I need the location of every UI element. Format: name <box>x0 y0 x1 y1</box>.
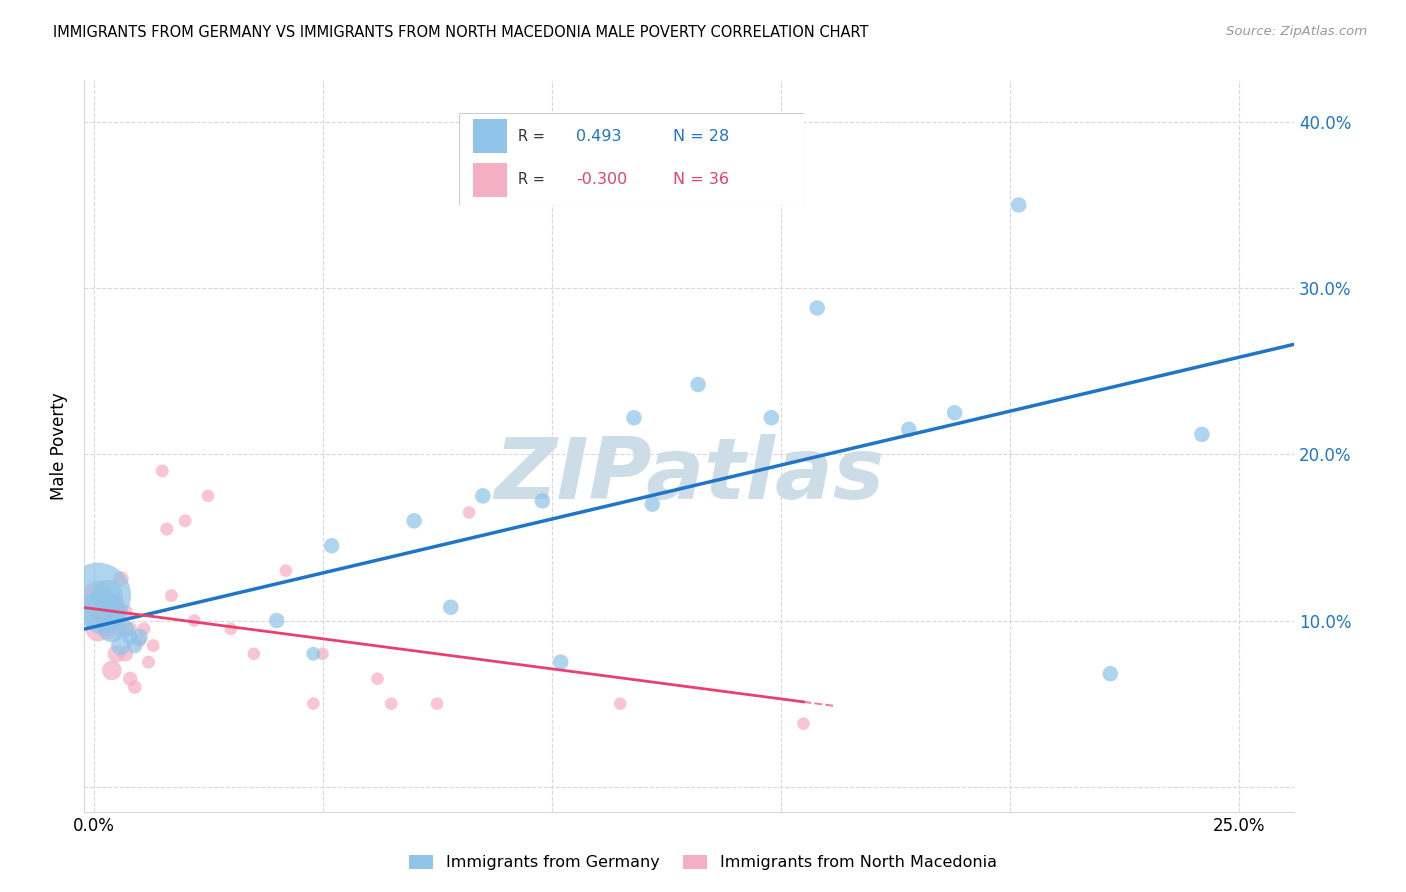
Point <box>132 622 155 636</box>
Point <box>471 489 494 503</box>
Point <box>114 605 136 619</box>
Point <box>87 622 110 636</box>
Point <box>96 622 118 636</box>
Point <box>321 539 343 553</box>
Point <box>160 589 183 603</box>
Point <box>266 614 288 628</box>
Point <box>311 647 333 661</box>
Point <box>96 589 118 603</box>
Point <box>114 647 136 661</box>
Point <box>105 647 128 661</box>
Text: Source: ZipAtlas.com: Source: ZipAtlas.com <box>1226 25 1367 38</box>
Point <box>128 630 150 644</box>
Point <box>380 697 402 711</box>
Point <box>641 497 664 511</box>
Point <box>101 597 124 611</box>
Point <box>302 647 325 661</box>
Point <box>120 672 142 686</box>
Point <box>128 633 150 648</box>
Point <box>943 406 966 420</box>
Point <box>197 489 219 503</box>
Point <box>114 622 136 636</box>
Point <box>1191 427 1213 442</box>
Point <box>124 680 146 694</box>
Point <box>150 464 173 478</box>
Point <box>110 572 132 586</box>
Point <box>138 655 160 669</box>
Point <box>243 647 266 661</box>
Point <box>105 597 128 611</box>
Point <box>87 589 110 603</box>
Point <box>120 630 142 644</box>
Point <box>142 639 165 653</box>
Point <box>761 410 783 425</box>
Point <box>87 589 110 603</box>
Point <box>440 600 463 615</box>
Point <box>1099 666 1122 681</box>
Point <box>101 622 124 636</box>
Point <box>91 605 114 619</box>
Point <box>174 514 197 528</box>
Point <box>792 716 814 731</box>
Point <box>120 622 142 636</box>
Point <box>897 422 920 436</box>
Point <box>426 697 449 711</box>
Point <box>274 564 297 578</box>
Point <box>806 301 828 315</box>
Point <box>688 377 710 392</box>
Point <box>366 672 388 686</box>
Point <box>1008 198 1031 212</box>
Point <box>458 506 481 520</box>
Point <box>623 410 645 425</box>
Point <box>101 664 124 678</box>
Point <box>110 622 132 636</box>
Point <box>531 494 554 508</box>
Point <box>609 697 631 711</box>
Point <box>91 605 114 619</box>
Point <box>550 655 572 669</box>
Point <box>156 522 179 536</box>
Legend: Immigrants from Germany, Immigrants from North Macedonia: Immigrants from Germany, Immigrants from… <box>402 848 1004 877</box>
Point <box>219 622 242 636</box>
Text: IMMIGRANTS FROM GERMANY VS IMMIGRANTS FROM NORTH MACEDONIA MALE POVERTY CORRELAT: IMMIGRANTS FROM GERMANY VS IMMIGRANTS FR… <box>53 25 869 40</box>
Point <box>302 697 325 711</box>
Point <box>110 639 132 653</box>
Point <box>183 614 205 628</box>
Point <box>124 639 146 653</box>
Y-axis label: Male Poverty: Male Poverty <box>51 392 69 500</box>
Point <box>404 514 426 528</box>
Text: ZIPatlas: ZIPatlas <box>494 434 884 516</box>
Point <box>105 605 128 619</box>
